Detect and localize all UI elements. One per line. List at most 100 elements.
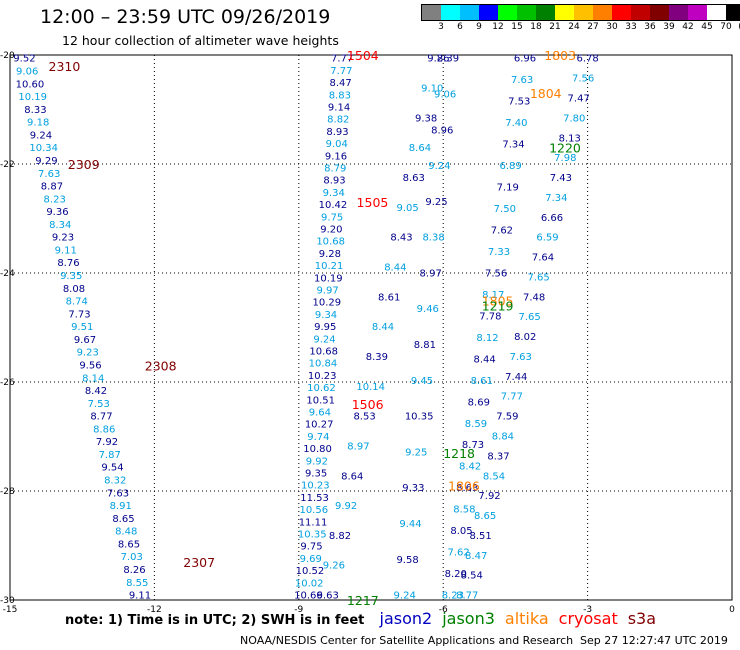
wave-height-value: 8.93	[323, 176, 345, 187]
wave-height-value: 8.82	[329, 531, 351, 542]
scale-swatch	[726, 5, 740, 20]
wave-height-value: 7.77	[331, 54, 353, 65]
wave-height-value: 9.52	[13, 54, 35, 65]
wave-height-value: 8.55	[126, 578, 148, 589]
wave-height-value: 9.29	[35, 156, 57, 167]
wave-height-value: 9.67	[74, 335, 96, 346]
wave-height-value: 9.04	[326, 139, 348, 150]
satellite-legend-item: cryosat	[558, 609, 618, 628]
wave-height-value: 10.21	[315, 261, 344, 272]
scale-label: 6	[457, 22, 463, 32]
scale-label: 30	[606, 22, 618, 32]
wave-height-value: 8.96	[431, 125, 453, 136]
scale-label: 70	[720, 22, 732, 32]
satellite-legend-item: jason2	[379, 609, 433, 628]
wave-height-value: 7.19	[497, 183, 519, 194]
wave-height-value: 7.63	[107, 488, 129, 499]
wave-height-value: 10.23	[301, 481, 330, 492]
wave-height-value: 10.80	[303, 444, 332, 455]
scale-label: 12	[492, 22, 504, 32]
footer-timestamp: Sep 27 12:27:47 UTC 2019	[580, 634, 728, 647]
wave-height-value: 9.05	[397, 203, 419, 214]
wave-height-value: 11.11	[299, 517, 328, 528]
satellite-legend-item: s3a	[627, 609, 657, 628]
scale-label: 42	[682, 22, 694, 32]
wave-height-value: 7.92	[96, 437, 118, 448]
wave-height-value: 9.06	[434, 90, 456, 101]
map-frame	[9, 54, 733, 601]
wave-height-value: 8.54	[483, 471, 505, 482]
wave-height-value: 9.24	[428, 161, 450, 172]
wave-height-value: 8.79	[324, 164, 346, 175]
scale-swatch	[536, 5, 555, 20]
scale-label: (ft)	[738, 22, 740, 32]
pass-labels: 2310 2309 2308 2307 1504 1505 1506 1803 1804 1805…	[49, 48, 581, 608]
wave-height-value: 10.68	[316, 237, 345, 248]
wave-height-value: 7.44	[505, 372, 527, 383]
legend-note: note: 1) Time is in UTC; 2) SWH is in fe…	[65, 609, 656, 628]
pass-label: 1803	[544, 48, 576, 63]
wave-height-value: 9.46	[417, 304, 439, 315]
wave-height-value: 8.73	[462, 440, 484, 451]
wave-height-value: 10.27	[305, 420, 334, 431]
wave-height-value: 9.33	[402, 483, 424, 494]
wave-height-value: 9.34	[323, 188, 345, 199]
altimeter-tracks: 9.529.0610.6010.198.339.189.2410.349.297…	[13, 54, 598, 602]
wave-height-value: 7.40	[505, 118, 527, 129]
wave-height-value: 7.78	[479, 311, 501, 322]
wave-height-value: 9.38	[415, 113, 437, 124]
pass-label: 1505	[357, 195, 389, 210]
scale-swatch	[631, 5, 650, 20]
wave-height-value: 9.24	[394, 591, 416, 602]
scale-label: 21	[549, 22, 561, 32]
pass-label: 1506	[352, 397, 384, 412]
wave-height-value: 9.18	[27, 118, 49, 129]
wave-height-value: 9.92	[306, 456, 328, 467]
wave-height-value: 9.11	[55, 245, 77, 256]
wave-height-value: 10.29	[312, 298, 341, 309]
wave-height-value: 10.56	[299, 505, 328, 516]
wave-height-value: 8.53	[353, 412, 375, 423]
wave-height-value: 9.51	[71, 322, 93, 333]
scale-label: 18	[530, 22, 542, 32]
wave-height-value: 7.63	[38, 169, 60, 180]
wave-height-value: 8.38	[422, 233, 444, 244]
pass-label: 2308	[145, 359, 177, 374]
wave-height-value: 9.24	[313, 334, 335, 345]
wave-height-value: 7.59	[496, 412, 518, 423]
wave-height-value: 8.20	[445, 569, 467, 580]
scale-label: 3	[438, 22, 444, 32]
wave-height-value: 9.69	[300, 554, 322, 565]
wave-height-value: 8.97	[420, 268, 442, 279]
wave-height-value: 6.89	[499, 161, 521, 172]
wave-height-value: 8.08	[63, 284, 85, 295]
scale-label: 24	[568, 22, 580, 32]
x-tick-label: -12	[147, 605, 162, 615]
scale-swatch	[460, 5, 479, 20]
wave-height-value: 9.92	[335, 501, 357, 512]
scale-swatch	[555, 5, 574, 20]
scale-label: 39	[663, 22, 675, 32]
wave-height-value: 8.32	[104, 476, 126, 487]
wave-height-value: 7.43	[550, 173, 572, 184]
wave-height-value: 8.93	[326, 127, 348, 138]
wave-height-value: 8.64	[409, 143, 431, 154]
wave-height-value: 8.91	[110, 501, 132, 512]
wave-height-value: 8.69	[468, 397, 490, 408]
wave-height-value: 9.24	[30, 130, 52, 141]
wave-height-value: 9.63	[317, 591, 339, 602]
wave-height-value: 7.87	[99, 450, 121, 461]
wave-height-value: 8.81	[414, 340, 436, 351]
wave-height-value: 9.34	[315, 310, 337, 321]
wave-height-value: 7.56	[572, 74, 594, 85]
wave-height-value: 9.23	[52, 233, 74, 244]
wave-height-value: 10.19	[314, 273, 343, 284]
wave-height-value: 8.44	[473, 354, 495, 365]
scale-swatch	[650, 5, 669, 20]
pass-label: 1217	[347, 593, 379, 608]
wave-height-value: 6.59	[536, 233, 558, 244]
wave-height-value: 9.64	[309, 408, 331, 419]
wave-height-value: 10.42	[319, 200, 348, 211]
